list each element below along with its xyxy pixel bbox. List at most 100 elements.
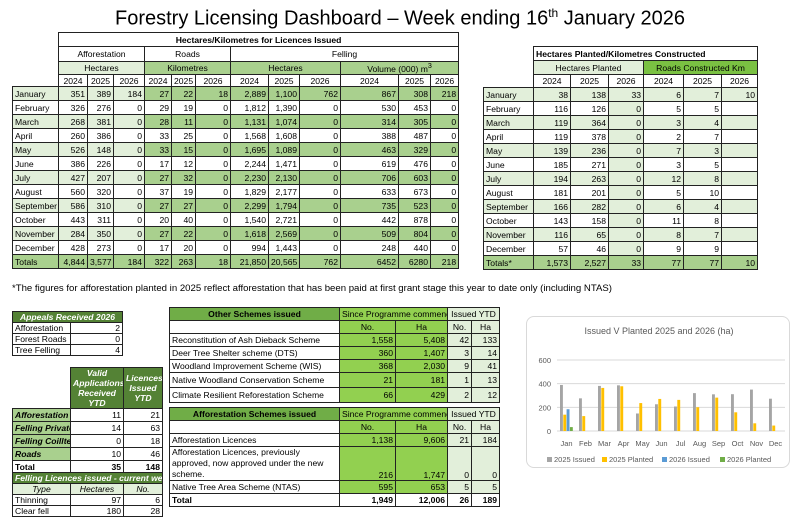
- bar-2025-issued: [617, 385, 620, 431]
- value-cell: 1,747: [394, 446, 449, 481]
- value-cell: 0: [608, 143, 644, 158]
- month-label: October: [12, 212, 59, 227]
- value-cell: 0: [608, 157, 644, 172]
- value-cell: 0: [608, 129, 644, 144]
- value-cell: 248: [340, 240, 399, 255]
- value-cell: 0: [113, 198, 145, 213]
- value-cell: 14: [70, 421, 124, 435]
- x-tick-label: Aug: [693, 439, 706, 448]
- value-cell: 41: [471, 359, 501, 373]
- value-cell: 1,138: [339, 433, 396, 447]
- value-cell: 0: [195, 142, 231, 157]
- value-cell: 0: [113, 128, 145, 143]
- value-cell: 27: [144, 170, 172, 185]
- x-tick-label: Dec: [769, 439, 783, 448]
- value-cell: 18: [195, 254, 231, 269]
- bar-2026-planted: [569, 427, 573, 431]
- value-cell: 0: [429, 100, 460, 115]
- table-row: Afforestation 2: [12, 322, 124, 334]
- year-header: 2024: [643, 74, 684, 88]
- month-label: March: [483, 115, 534, 130]
- value-cell: 603: [398, 170, 431, 185]
- value-cell: [720, 101, 759, 116]
- value-cell: [720, 115, 759, 130]
- row-label: Reconstitution of Ash Dieback Scheme: [169, 333, 340, 347]
- planted-heading: Hectares Planted/Kilometres Constructed: [532, 46, 759, 61]
- table-row: May 526 148 0 33 15 0 1,695 1,089 0 463 329 0: [12, 142, 460, 157]
- value-cell: 11: [171, 114, 196, 129]
- value-cell: 1,573: [533, 255, 571, 270]
- value-cell: 77: [683, 255, 722, 270]
- value-cell: 440: [398, 240, 431, 255]
- month-label: Totals*: [483, 255, 534, 270]
- other-schemes-table: Other Schemes issued Since Programme comm…: [169, 307, 501, 403]
- table-row: July 427 207 0 27 32 0 2,230 2,130 0 706 603 0: [12, 170, 460, 185]
- value-cell: 0: [195, 226, 231, 241]
- value-cell: 138: [570, 87, 609, 102]
- table-row: Reconstitution of Ash Dieback Scheme 1,55…: [169, 333, 501, 347]
- table-row: Afforestation Licences, previously appro…: [169, 446, 501, 481]
- table-row: Roads 10 46: [12, 447, 163, 461]
- value-cell: 0: [113, 240, 145, 255]
- value-cell: 673: [398, 184, 431, 199]
- value-cell: 560: [58, 184, 88, 199]
- table-row: Native Woodland Conservation Scheme 21 181…: [169, 372, 501, 388]
- month-label: July: [12, 170, 59, 185]
- value-cell: 194: [533, 171, 571, 186]
- value-cell: 1,794: [268, 198, 300, 213]
- value-cell: 116: [533, 227, 571, 242]
- value-cell: 28: [123, 505, 163, 517]
- table-row: Thinning 97 6: [12, 494, 163, 506]
- value-cell: 216: [339, 446, 396, 481]
- bar-2025-issued: [750, 389, 753, 431]
- value-cell: 9: [643, 241, 684, 256]
- value-cell: 0: [471, 446, 501, 481]
- bar-2025-issued: [731, 394, 734, 431]
- value-cell: 526: [58, 142, 88, 157]
- value-cell: 0: [608, 101, 644, 116]
- table-row: November 116 65 0 8 7: [483, 227, 759, 242]
- value-cell: 21: [447, 433, 473, 447]
- bar-2025-planted: [753, 423, 757, 431]
- afforestation-schemes-table: Afforestation Schemes issued Since Progra…: [169, 407, 501, 507]
- value-cell: 4: [69, 344, 124, 356]
- bar-2025-planted: [772, 425, 776, 431]
- table-row: October 443 311 0 20 40 0 1,540 2,721 0 442 878 0: [12, 212, 460, 227]
- planted-table: Hectares Planted/Kilometres Constructed …: [483, 46, 759, 270]
- value-cell: 12: [471, 387, 501, 403]
- value-cell: 595: [339, 480, 396, 494]
- table-row: January 38 138 33 6 7 10: [483, 87, 759, 102]
- value-cell: 21: [339, 372, 396, 388]
- value-cell: 0: [113, 100, 145, 115]
- value-cell: 20,565: [268, 254, 300, 269]
- x-tick-label: Oct: [732, 439, 745, 448]
- value-cell: 368: [339, 359, 396, 373]
- value-cell: 0: [429, 212, 460, 227]
- value-cell: 9: [447, 359, 473, 373]
- value-cell: [720, 157, 759, 172]
- value-cell: 0: [429, 170, 460, 185]
- value-cell: 97: [70, 494, 124, 506]
- table-row: Total 1,949 12,006 26 189: [169, 493, 501, 507]
- value-cell: 9,606: [394, 433, 449, 447]
- value-cell: 218: [429, 254, 460, 269]
- value-cell: 273: [87, 240, 114, 255]
- value-cell: 8: [683, 171, 722, 186]
- value-cell: 6: [123, 494, 163, 506]
- value-cell: 453: [398, 100, 431, 115]
- appeals-table: Appeals Received 2026 Afforestation 2 Fore…: [11, 311, 124, 356]
- year-header: 2025: [171, 74, 196, 87]
- value-cell: 530: [340, 100, 399, 115]
- month-label: January: [12, 86, 59, 101]
- row-label: Tree Felling: [12, 344, 71, 356]
- value-cell: 1,100: [268, 86, 300, 101]
- value-cell: 5,408: [394, 333, 449, 347]
- value-cell: 40: [171, 212, 196, 227]
- value-cell: 0: [299, 128, 341, 143]
- bar-2025-planted: [582, 416, 586, 431]
- value-cell: [720, 143, 759, 158]
- value-cell: 65: [570, 227, 609, 242]
- value-cell: 523: [398, 198, 431, 213]
- legend-label: 2026 Issued: [669, 455, 710, 464]
- value-cell: 3: [643, 115, 684, 130]
